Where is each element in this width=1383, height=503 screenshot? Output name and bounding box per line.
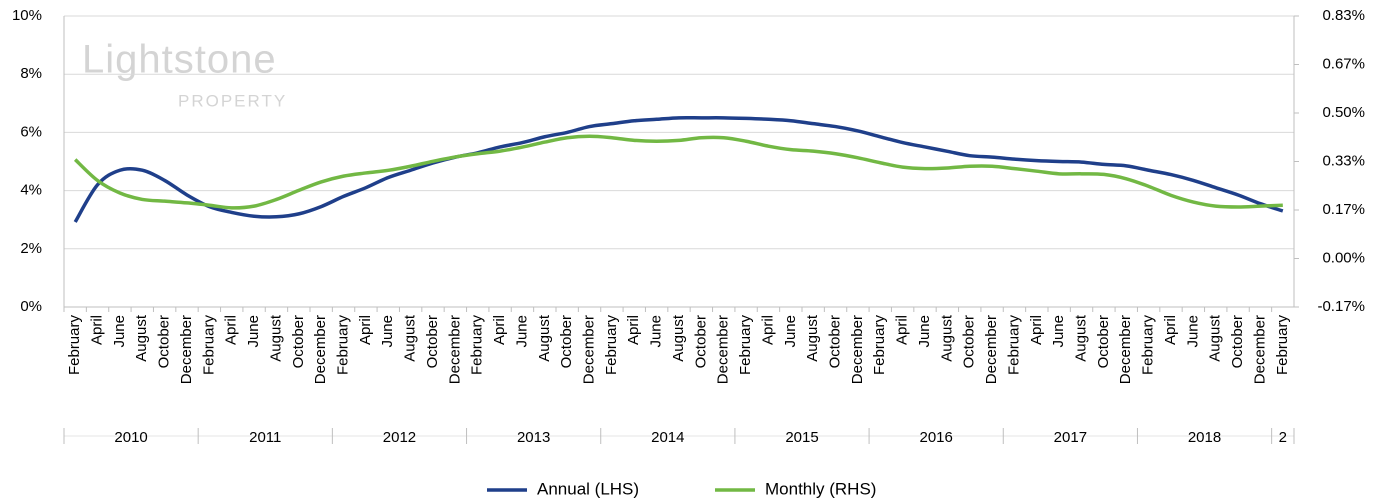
x-tick-label: February <box>335 315 352 376</box>
x-tick-label: February <box>200 315 217 376</box>
x-tick-label: October <box>961 315 978 368</box>
x-tick-label: October <box>290 315 307 368</box>
data-line <box>73 115 1284 223</box>
y2-tick-label: 0.83% <box>1322 7 1365 24</box>
x-group-label: 2010 <box>114 429 147 446</box>
x-tick-label: February <box>603 315 620 376</box>
x-tick-label: December <box>983 315 1000 384</box>
x-tick-label: August <box>1073 314 1090 362</box>
x-tick-label: April <box>1028 315 1045 345</box>
data-line <box>73 134 1283 210</box>
x-group-label: 2016 <box>919 429 952 446</box>
x-tick-label: August <box>938 314 955 362</box>
x-tick-label: June <box>513 315 530 348</box>
x-tick-label: October <box>424 315 441 368</box>
x-tick-label: June <box>1184 315 1201 348</box>
y2-tick-label: 0.00% <box>1322 249 1365 266</box>
x-tick-label: June <box>379 315 396 348</box>
x-group-label: 2013 <box>517 429 550 446</box>
x-tick-label: October <box>558 315 575 368</box>
x-tick-label: February <box>66 315 83 376</box>
y2-tick-label: 0.33% <box>1322 152 1365 169</box>
x-tick-label: August <box>267 314 284 362</box>
x-group-label: 2012 <box>383 429 416 446</box>
x-tick-label: February <box>1005 315 1022 376</box>
x-tick-label: August <box>670 314 687 362</box>
x-group-label: 2017 <box>1054 429 1087 446</box>
x-tick-label: December <box>715 315 732 384</box>
y-tick-label: 6% <box>20 123 42 140</box>
x-tick-label: April <box>1162 315 1179 345</box>
x-tick-label: February <box>1140 315 1157 376</box>
x-tick-label: October <box>1229 315 1246 368</box>
y-tick-label: 0% <box>20 298 42 315</box>
x-tick-label: April <box>357 315 374 345</box>
x-tick-label: August <box>402 314 419 362</box>
x-group-label: 2011 <box>249 429 281 446</box>
x-tick-label: December <box>581 315 598 384</box>
x-tick-label: June <box>782 315 799 348</box>
y2-tick-label: -0.17% <box>1317 298 1365 315</box>
x-tick-label: February <box>1274 315 1291 376</box>
x-group-label: 2018 <box>1188 429 1221 446</box>
x-tick-label: December <box>312 315 329 384</box>
x-tick-label: August <box>804 314 821 362</box>
x-tick-label: August <box>133 314 150 362</box>
x-tick-label: December <box>849 315 866 384</box>
y2-tick-label: 0.67% <box>1322 55 1365 72</box>
x-tick-label: October <box>692 315 709 368</box>
x-tick-label: February <box>871 315 888 376</box>
x-tick-label: October <box>156 315 173 368</box>
legend-label: Annual (LHS) <box>537 479 639 498</box>
watermark-sub: PROPERTY <box>178 91 287 110</box>
x-tick-label: April <box>759 315 776 345</box>
x-tick-label: October <box>1095 315 1112 368</box>
y2-tick-label: 0.50% <box>1322 104 1365 121</box>
x-tick-label: April <box>894 315 911 345</box>
y-tick-label: 2% <box>20 240 42 257</box>
x-tick-label: August <box>536 314 553 362</box>
y2-tick-label: 0.17% <box>1322 201 1365 218</box>
x-tick-label: June <box>1050 315 1067 348</box>
x-tick-label: December <box>1117 315 1134 384</box>
x-group-label: 2 <box>1279 429 1287 446</box>
legend-label: Monthly (RHS) <box>765 479 876 498</box>
y-tick-label: 8% <box>20 65 42 82</box>
x-tick-label: June <box>245 315 262 348</box>
x-tick-label: June <box>111 315 128 348</box>
x-tick-label: February <box>469 315 486 376</box>
x-tick-label: December <box>1251 315 1268 384</box>
x-tick-label: April <box>89 315 106 345</box>
x-tick-label: December <box>446 315 463 384</box>
x-tick-label: October <box>827 315 844 368</box>
x-tick-label: June <box>648 315 665 348</box>
x-tick-label: April <box>625 315 642 345</box>
y-tick-label: 10% <box>12 7 42 24</box>
x-group-label: 2015 <box>785 429 818 446</box>
watermark: Lightstone <box>82 38 277 82</box>
x-tick-label: December <box>178 315 195 384</box>
x-tick-label: April <box>223 315 240 345</box>
x-tick-label: August <box>1207 314 1224 362</box>
x-tick-label: June <box>916 315 933 348</box>
y-tick-label: 4% <box>20 182 42 199</box>
x-tick-label: April <box>491 315 508 345</box>
x-group-label: 2014 <box>651 429 684 446</box>
x-tick-label: February <box>737 315 754 376</box>
